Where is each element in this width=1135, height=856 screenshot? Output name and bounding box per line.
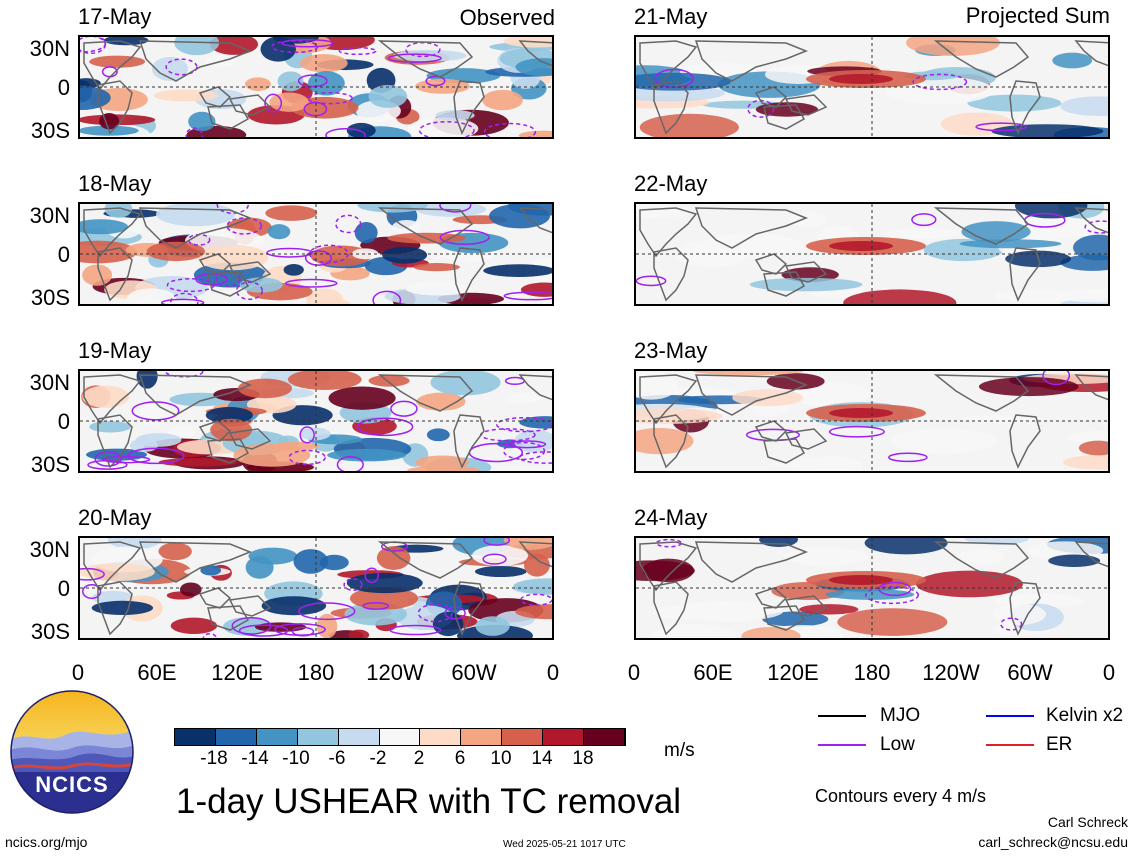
colorbar-tick-label: 10 xyxy=(490,748,512,769)
colorbar-tick-label: -6 xyxy=(328,748,346,769)
colorbar-tick-label: -2 xyxy=(369,748,387,769)
lon-label: 60W xyxy=(1007,660,1053,685)
panel-date-label: 17-May xyxy=(78,4,152,29)
ushear-anomaly-map xyxy=(80,538,552,638)
legend-label-mjo: MJO xyxy=(880,705,921,726)
colorbar-tick-label: 6 xyxy=(454,748,466,769)
ushear-anomaly-map xyxy=(80,371,552,471)
colorbar-swatch xyxy=(584,729,625,745)
lon-label: 120E xyxy=(211,660,263,685)
ncics-logo-graphic xyxy=(10,690,134,814)
panel-date-label: 22-May xyxy=(634,171,708,196)
lon-label: 60E xyxy=(693,660,733,685)
colorbar-tick-label: 14 xyxy=(531,748,553,769)
map-panel-observed xyxy=(78,369,554,473)
colorbar-swatch xyxy=(338,729,380,745)
footer-author: Carl Schreck xyxy=(1047,814,1128,830)
lat-label-30s: 30S xyxy=(30,118,70,143)
colorbar-swatch xyxy=(379,729,421,745)
map-panel-projected xyxy=(634,369,1110,473)
map-panel-observed xyxy=(78,35,554,139)
lon-label: 120E xyxy=(767,660,819,685)
panel-date-label: 24-May xyxy=(634,505,708,530)
lon-label: 0 xyxy=(71,660,85,685)
lon-label: 180 xyxy=(297,660,335,685)
lat-label-0: 0 xyxy=(57,242,70,267)
logo-text: NCICS xyxy=(35,772,109,797)
panel-date-label: 23-May xyxy=(634,338,708,363)
projected-column-title: Projected Sum xyxy=(965,3,1110,28)
legend-line-er xyxy=(986,744,1034,746)
lat-label-0: 0 xyxy=(57,409,70,434)
map-panel-projected xyxy=(634,35,1110,139)
colorbar xyxy=(174,728,626,746)
lon-label: 0 xyxy=(627,660,641,685)
ushear-anomaly-map xyxy=(636,371,1108,471)
lat-label-30n: 30N xyxy=(29,537,70,562)
panel-date-label: 18-May xyxy=(78,171,152,196)
colorbar-swatch xyxy=(175,729,216,745)
map-panel-observed xyxy=(78,202,554,306)
ushear-anomaly-map xyxy=(80,204,552,304)
colorbar-tick-label: -14 xyxy=(241,748,269,769)
colorbar-tick-label: -10 xyxy=(282,748,310,769)
panel-date-label: 20-May xyxy=(78,505,152,530)
lat-label-30n: 30N xyxy=(29,203,70,228)
ncics-logo[interactable]: NCICS xyxy=(10,690,134,814)
ushear-anomaly-map xyxy=(636,538,1108,638)
legend-label-low: Low xyxy=(880,734,915,755)
map-panel-projected xyxy=(634,536,1110,640)
colorbar-swatch xyxy=(543,729,585,745)
colorbar-swatch xyxy=(502,729,544,745)
legend-label-kelvin: Kelvin x2 xyxy=(1046,705,1124,726)
lat-label-0: 0 xyxy=(57,75,70,100)
footer-email[interactable]: carl_schreck@ncsu.edu xyxy=(978,834,1128,850)
colorbar-swatch xyxy=(297,729,339,745)
lon-label: 0 xyxy=(546,660,560,685)
ushear-anomaly-map xyxy=(80,37,552,137)
footer-timestamp: Wed 2025-05-21 1017 UTC xyxy=(503,839,626,850)
colorbar-tick-label: 2 xyxy=(413,748,425,769)
legend-line-low xyxy=(818,744,866,746)
colorbar-swatch xyxy=(420,729,462,745)
legend-line-kelvin xyxy=(986,715,1034,717)
map-panel-observed xyxy=(78,536,554,640)
contours-note: Contours every 4 m/s xyxy=(815,786,987,806)
main-title: 1-day USHEAR with TC removal xyxy=(176,782,682,821)
colorbar-swatch xyxy=(256,729,298,745)
legend-label-er: ER xyxy=(1046,734,1073,755)
panel-date-label: 21-May xyxy=(634,4,708,29)
colorbar-swatch xyxy=(215,729,257,745)
lat-label-30s: 30S xyxy=(30,285,70,310)
lon-label: 0 xyxy=(1102,660,1116,685)
footer-url[interactable]: ncics.org/mjo xyxy=(5,834,88,850)
lat-label-30s: 30S xyxy=(30,452,70,477)
ushear-anomaly-map xyxy=(636,37,1108,137)
lon-label: 120W xyxy=(366,660,424,685)
legend-line-mjo xyxy=(818,715,866,717)
lat-label-30n: 30N xyxy=(29,36,70,61)
lat-label-0: 0 xyxy=(57,576,70,601)
ushear-anomaly-map xyxy=(636,204,1108,304)
lon-label: 120W xyxy=(922,660,980,685)
observed-column-title: Observed xyxy=(459,5,555,30)
colorbar-swatch xyxy=(461,729,503,745)
map-panel-projected xyxy=(634,202,1110,306)
lat-label-30s: 30S xyxy=(30,619,70,644)
panel-date-label: 19-May xyxy=(78,338,152,363)
colorbar-tick-label: 18 xyxy=(572,748,594,769)
colorbar-tick-label: -18 xyxy=(200,748,228,769)
lon-label: 60E xyxy=(137,660,177,685)
lat-label-30n: 30N xyxy=(29,370,70,395)
colorbar-unit: m/s xyxy=(664,740,695,761)
lon-label: 180 xyxy=(853,660,891,685)
lon-label: 60W xyxy=(451,660,497,685)
